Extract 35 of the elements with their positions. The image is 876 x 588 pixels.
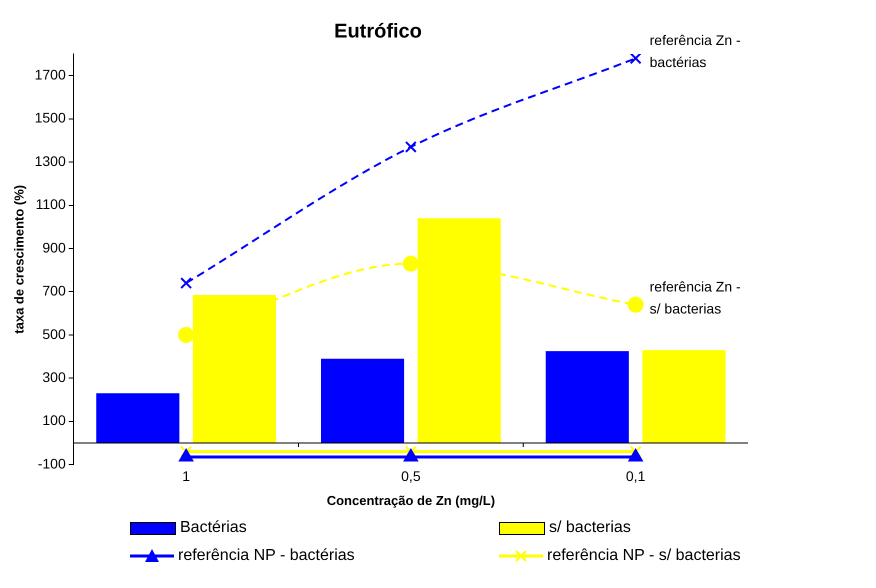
x-tick-label: 0,1 <box>626 468 646 484</box>
x-tick-label: 0,5 <box>401 468 421 484</box>
bar <box>546 351 629 443</box>
legend-label: referência NP - bactérias <box>178 547 355 565</box>
annotation: referência Zn - s/ bacterias <box>650 278 741 317</box>
y-tick-label: -100 <box>38 455 66 472</box>
point <box>178 326 194 343</box>
legend-label: Bactérias <box>180 519 247 537</box>
y-axis-title: taxa de crescimento (%) <box>11 184 26 334</box>
x-axis-title: Concentração de Zn (mg/L) <box>326 492 496 508</box>
legend-label: referência NP - s/ bacterias <box>547 547 741 565</box>
y-tick-label: 1300 <box>34 152 66 169</box>
point <box>628 449 643 462</box>
x-tick-label: 1 <box>182 468 190 484</box>
point <box>402 256 419 272</box>
bar <box>320 358 404 443</box>
y-tick-label: 300 <box>42 369 66 386</box>
point <box>630 54 642 64</box>
y-tick-label: 1500 <box>34 110 66 126</box>
point <box>404 140 417 153</box>
legend-label: s/ bacterias <box>549 519 631 537</box>
y-tick-label: 500 <box>42 326 66 342</box>
point <box>180 277 192 290</box>
y-tick-label: 700 <box>42 282 66 299</box>
y-tick-label: 100 <box>42 412 66 428</box>
chart-title: Eutrófico <box>334 20 422 43</box>
bar <box>642 350 726 443</box>
y-tick-label: 1700 <box>34 66 66 82</box>
point <box>404 449 418 462</box>
y-tick-label: 1100 <box>36 196 66 212</box>
bar <box>96 393 180 443</box>
point <box>628 296 644 313</box>
y-tick-label: 900 <box>42 239 66 256</box>
annotation: referência Zn - bactérias <box>650 32 741 70</box>
point <box>179 449 194 462</box>
